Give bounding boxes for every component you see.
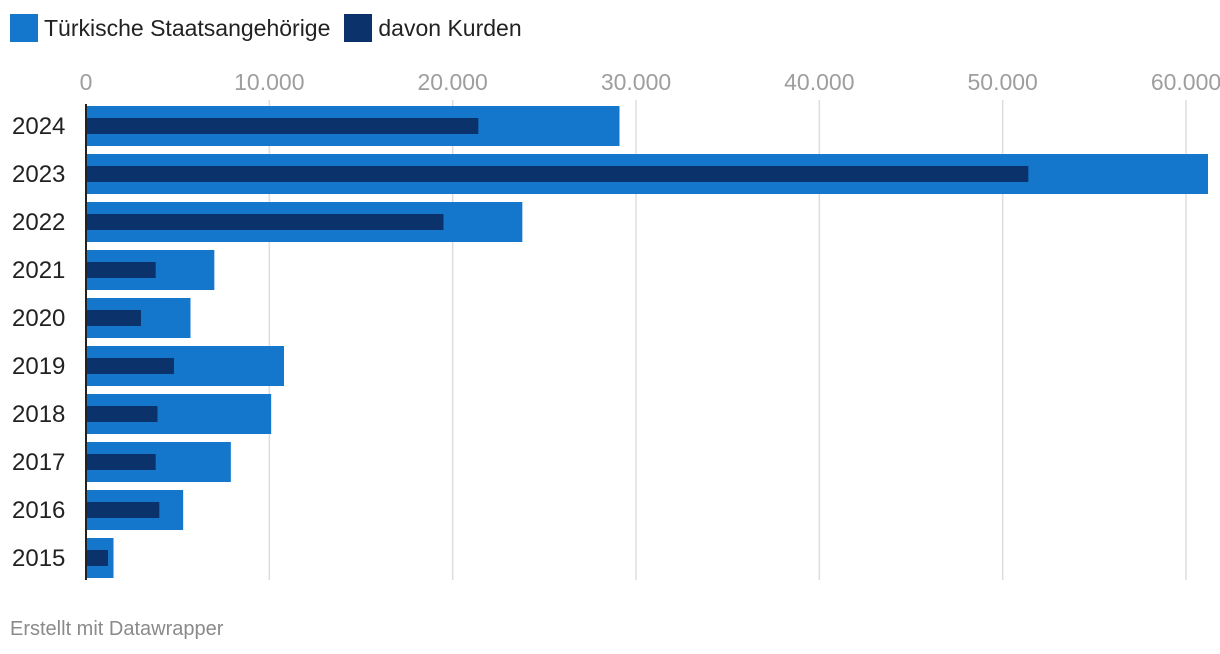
bar-kurds-2023	[86, 166, 1029, 182]
bar-kurds-2021	[86, 262, 156, 278]
x-tick-label-30000: 30.000	[601, 69, 671, 95]
category-label-2022: 2022	[12, 209, 65, 236]
category-label-2015: 2015	[12, 545, 65, 572]
legend-item-total: Türkische Staatsangehörige	[10, 14, 330, 42]
x-tick-label-0: 0	[80, 69, 93, 95]
x-tick-label-50000: 50.000	[967, 69, 1037, 95]
legend-item-kurds: davon Kurden	[344, 14, 522, 42]
chart-legend: Türkische Staatsangehörige davon Kurden	[10, 12, 522, 44]
bar-kurds-2020	[86, 310, 141, 326]
category-label-2020: 2020	[12, 305, 65, 332]
bar-kurds-2019	[86, 358, 174, 374]
legend-swatch-kurds	[344, 14, 373, 42]
category-label-2019: 2019	[12, 353, 65, 380]
x-tick-label-20000: 20.000	[417, 69, 487, 95]
bar-kurds-2018	[86, 406, 158, 422]
category-label-2023: 2023	[12, 161, 65, 188]
x-tick-label-40000: 40.000	[784, 69, 854, 95]
bar-kurds-2017	[86, 454, 156, 470]
bar-kurds-2015	[86, 550, 108, 566]
legend-swatch-total	[10, 14, 38, 42]
bar-kurds-2024	[86, 118, 479, 134]
legend-label-total: Türkische Staatsangehörige	[44, 14, 331, 41]
x-tick-label-10000: 10.000	[234, 69, 304, 95]
bar-kurds-2016	[86, 502, 160, 518]
legend-label-kurds: davon Kurden	[378, 14, 522, 41]
category-label-2018: 2018	[12, 401, 65, 428]
category-label-2024: 2024	[12, 113, 65, 140]
category-label-2017: 2017	[12, 449, 65, 476]
bar-kurds-2022	[86, 214, 444, 230]
category-label-2016: 2016	[12, 497, 65, 524]
category-labels: 2024 2023 2022 2021 2020 2019 2018 2017 2016 2015	[12, 113, 65, 572]
x-tick-labels: 0 10.000 20.000 30.000 40.000 50.000 60.000	[80, 69, 1220, 95]
footer-credit: Erstellt mit Datawrapper	[10, 618, 224, 640]
bars	[86, 106, 1208, 578]
x-tick-label-60000: 60.000	[1151, 69, 1220, 95]
category-label-2021: 2021	[12, 257, 65, 284]
